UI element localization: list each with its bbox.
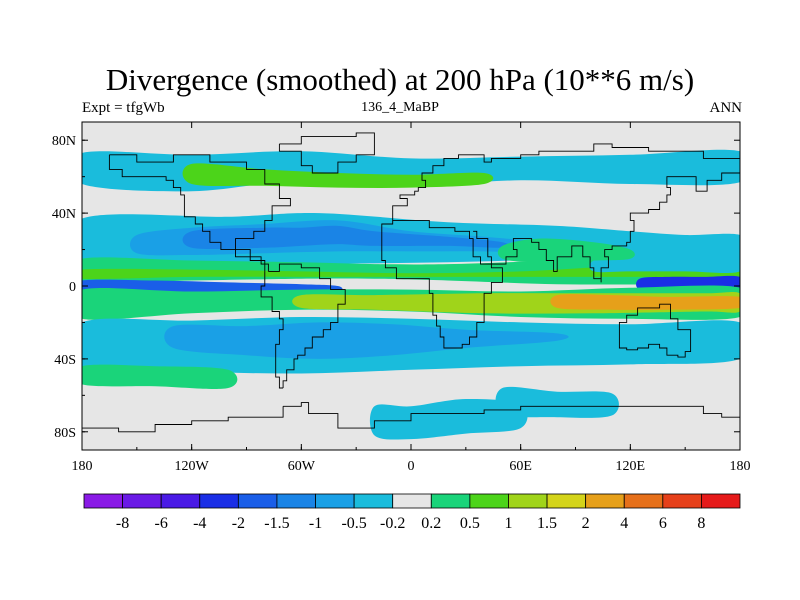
colorbar-label: -0.5 <box>341 515 366 532</box>
experiment-label: Expt = tfgWb <box>82 100 165 116</box>
colorbar-swatch <box>623 493 664 509</box>
contour-region-5 <box>82 265 740 280</box>
colorbar-swatch <box>160 493 201 509</box>
colorbar-swatch <box>199 493 239 509</box>
coastline-segment-2 <box>108 154 266 272</box>
colorbar-label: -8 <box>116 515 129 532</box>
colorbar-label: -4 <box>193 515 206 532</box>
coastline-segment-8 <box>473 169 740 283</box>
colorbar-swatch <box>315 493 355 509</box>
colorbar-swatch <box>237 493 278 509</box>
colorbar-label: -6 <box>155 515 168 532</box>
colorbar: -8 -6 -4 -2 -1.5 -1 -0.5 -0.2 0.2 0.5 1 1.5 2 4 6 8 <box>83 493 741 532</box>
contour-regions <box>82 149 740 440</box>
colorbar-swatch <box>122 493 162 509</box>
x-tick-label: 180 <box>72 459 93 474</box>
colorbar-label: 8 <box>697 515 705 532</box>
contour-region-13 <box>82 364 238 389</box>
contour-region-12 <box>164 322 569 359</box>
colorbar-swatch <box>430 493 471 509</box>
y-axis: 80N 40N 0 40S 80S <box>52 134 740 441</box>
coastline-segment-4 <box>260 271 284 389</box>
colorbar-label: -1 <box>309 515 322 532</box>
y-tick-label: 40S <box>54 353 76 368</box>
coastline-segment-9 <box>618 303 692 358</box>
coastline-segment-10 <box>283 402 740 429</box>
x-tick-label: 120E <box>616 459 646 474</box>
y-tick-label: 80S <box>54 426 76 441</box>
chart-title: Divergence (smoothed) at 200 hPa (10**6 … <box>105 62 695 97</box>
contour-region-4 <box>82 256 740 285</box>
colorbar-swatch <box>701 493 741 509</box>
colorbar-swatch <box>662 493 702 509</box>
coastline-segment-1 <box>109 154 291 272</box>
colorbar-swatch <box>276 493 316 509</box>
coastline-segment-3 <box>268 263 346 388</box>
contour-region-17 <box>497 238 635 263</box>
coastline-segment-11 <box>82 406 284 433</box>
contour-region-18 <box>369 398 528 440</box>
colorbar-swatch <box>469 493 509 509</box>
coastline-segment-6 <box>392 143 740 221</box>
colorbar-label: 1 <box>504 515 512 532</box>
y-tick-label: 40N <box>52 207 76 222</box>
y-tick-label: 80N <box>52 134 76 149</box>
colorbar-swatch <box>392 493 432 509</box>
colorbar-swatch <box>353 493 394 509</box>
x-tick-label: 180 <box>730 459 751 474</box>
x-tick-label: 60E <box>509 459 532 474</box>
colorbar-swatch <box>585 493 625 509</box>
coastline-segment-5 <box>278 132 375 174</box>
colorbar-swatch <box>546 493 587 509</box>
contour-region-19 <box>495 386 619 418</box>
colorbar-label: -1.5 <box>264 515 289 532</box>
y-tick-label: 0 <box>69 280 76 295</box>
colorbar-swatch <box>508 493 548 509</box>
colorbar-label: 0.5 <box>460 515 480 532</box>
coastline-segment-7 <box>381 219 503 349</box>
colorbar-label: 1.5 <box>537 515 557 532</box>
x-axis: 180 120W 60W 0 60E 120E 180 <box>72 122 751 474</box>
colorbar-label: 2 <box>582 515 590 532</box>
x-tick-label: 120W <box>175 459 210 474</box>
colorbar-label: 0.2 <box>421 515 441 532</box>
x-tick-label: 0 <box>408 459 415 474</box>
case-label: 136_4_MaBP <box>361 100 439 115</box>
colorbar-swatch <box>83 493 123 509</box>
colorbar-label: 4 <box>620 515 628 532</box>
season-label: ANN <box>709 100 743 116</box>
x-tick-label: 60W <box>288 459 316 474</box>
colorbar-label: -2 <box>232 515 245 532</box>
colorbar-label: -0.2 <box>380 515 405 532</box>
coastline <box>82 132 740 433</box>
contour-region-10 <box>550 294 740 310</box>
colorbar-label: 6 <box>659 515 667 532</box>
